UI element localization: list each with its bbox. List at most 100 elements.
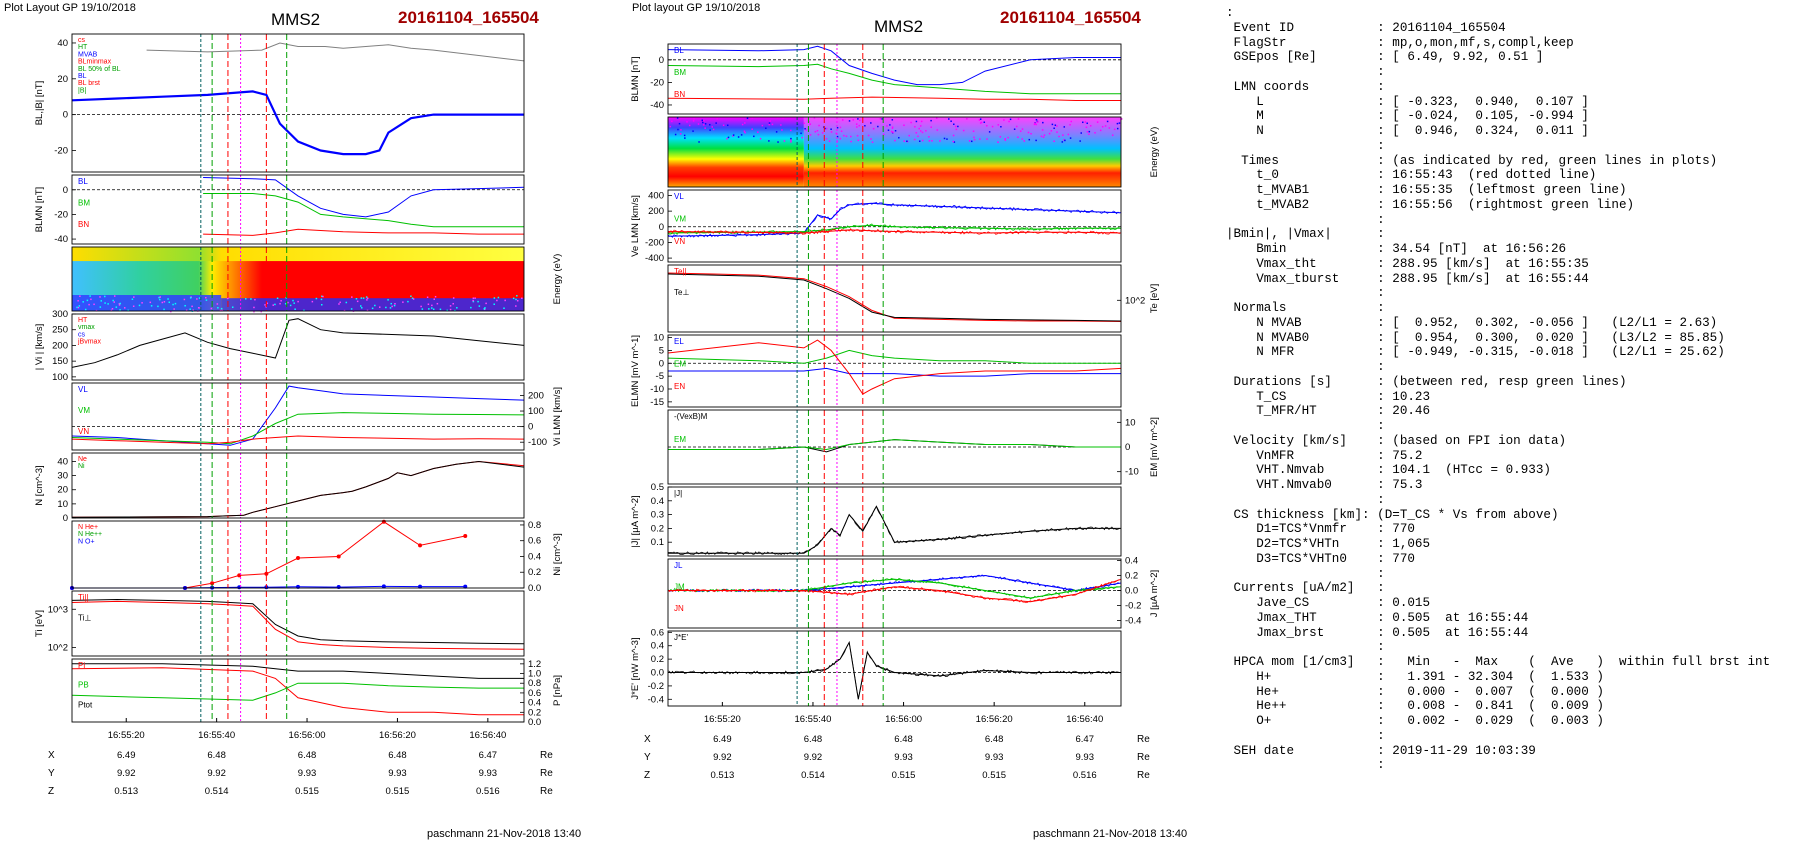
left-ion-spectrogram-panel [72,247,524,312]
spectrogram-noise [1036,119,1038,121]
spectrogram-noise [944,138,946,140]
time-tick-label: 16:56:00 [885,714,922,725]
spectrogram-noise [822,132,824,134]
y-tick-label: 0.0 [528,717,541,728]
spectrogram-noise [107,303,109,305]
series-label: Ti⊥ [78,613,91,622]
spectrogram-noise [703,124,705,126]
mid-E-panel [668,335,1121,407]
spectrogram-noise [294,308,296,310]
spectrogram-noise [843,135,845,137]
spectrogram-noise [1109,127,1111,129]
spectrogram-noise [1036,124,1038,126]
spectrogram-noise [104,296,106,298]
series-el [668,368,1121,376]
position-value: 6.48 [985,734,1004,745]
y-tick-label: 250 [52,325,68,336]
spectrogram-noise [930,126,932,128]
position-value: 9.92 [713,752,732,763]
spectrogram-noise [279,303,281,305]
summary-line: HPCA mom [1/cm3] : Min - Max ( Ave ) wit… [1226,655,1798,670]
spectrogram-noise [1064,126,1066,128]
spectrogram-noise [1029,139,1031,141]
y-tick-label: 10 [653,333,664,344]
summary-line: O+ : 0.002 - 0.029 ( 0.003 ) [1226,714,1798,729]
spectrogram-noise [753,136,755,138]
spectrogram-noise [1051,130,1053,132]
spectrogram-noise [112,300,114,302]
spectrogram-noise [684,137,686,139]
series-label: VN [78,427,89,436]
y-tick-label: -20 [54,145,68,156]
spectrogram-noise [1068,134,1070,136]
spectrogram-noise [1102,126,1104,128]
spectrogram-noise [1022,138,1024,140]
position-value: 6.48 [207,750,226,761]
summary-line: FlagStr : mp,o,mon,mf,s,compl,keep [1226,36,1798,51]
spectrogram-noise [104,302,106,304]
left-ViLMN-panel [72,383,524,450]
spectrogram-noise [280,300,282,302]
series-bn [668,97,1121,100]
spectrogram-noise [437,303,439,305]
spectrogram-noise [196,298,198,300]
y-axis-label: BLMN [nT] [630,56,641,101]
spectrogram-noise [119,304,121,306]
spectrogram-noise [1117,128,1119,130]
mid-J-panel [668,487,1121,556]
spectrogram-noise [431,305,433,307]
y-axis-label: Ti [eV] [34,610,45,637]
spectrogram-noise [498,297,500,299]
spectrogram-noise [849,120,851,122]
spectrogram-noise [684,135,686,137]
spectrogram-noise [90,299,92,301]
spectrogram-noise [818,125,820,127]
spectrogram-noise [670,126,672,128]
legend-entry: BLminmax [78,59,112,66]
y-tick-label: 0.4 [528,551,541,562]
series-bl [72,91,524,154]
spectrogram-noise [1037,121,1039,123]
position-row-label: X [644,734,651,745]
series-em [668,440,1121,450]
spectrogram-noise [150,302,152,304]
spectrogram-noise [817,130,819,132]
spectrogram-noise [801,137,803,139]
summary-line: N MVAB : [ 0.952, 0.302, -0.056 ] (L2/L1… [1226,316,1798,331]
spectrogram-noise [738,136,740,138]
spectrogram-noise [704,127,706,128]
spectrogram-noise [479,305,481,307]
y-axis-label: Te [eV] [1149,284,1160,314]
y-tick-label: -40 [650,100,664,111]
spectrogram-noise [856,126,858,128]
left-footer: paschmann 21-Nov-2018 13:40 [427,828,581,840]
spectrogram-noise [221,308,223,310]
spectrogram-noise [728,137,730,139]
spectrogram-noise [422,308,424,310]
spectrogram-noise [190,297,192,299]
spectrogram-noise [986,125,988,127]
summary-line: Jmax_brst : 0.505 at 16:55:44 [1226,626,1798,641]
spectrogram-noise [841,130,843,132]
spectrogram-noise [946,138,948,140]
summary-line: L : [ -0.323, 0.940, 0.107 ] [1226,95,1798,110]
spectrogram-noise [857,135,859,137]
spectrogram-noise [157,306,159,308]
position-value: 9.93 [1076,752,1095,763]
mid-EM-panel [668,410,1121,484]
series-label: Pi [78,661,85,670]
spectrogram-noise [1080,132,1082,134]
spectrogram-noise [677,117,679,119]
position-value: 9.92 [117,768,136,779]
panel-frame [668,631,1121,706]
position-unit: Re [1137,734,1150,745]
y-axis-label: Vi LMN [km/s] [552,387,563,446]
spectrogram-noise [892,127,894,129]
y-tick-label: -10 [650,384,664,395]
spectrogram-noise [937,129,939,131]
spectrogram-noise [711,126,713,128]
spectrogram-noise [76,307,78,309]
spectrogram-noise [474,297,476,299]
spectrogram-noise [803,123,805,125]
spectrogram-noise [297,301,299,303]
